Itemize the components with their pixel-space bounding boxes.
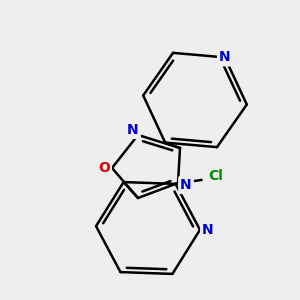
Text: N: N xyxy=(180,178,192,192)
Text: N: N xyxy=(219,50,231,64)
Text: N: N xyxy=(127,123,139,137)
Text: Cl: Cl xyxy=(208,169,223,183)
Text: N: N xyxy=(202,223,214,237)
Text: O: O xyxy=(98,161,110,175)
